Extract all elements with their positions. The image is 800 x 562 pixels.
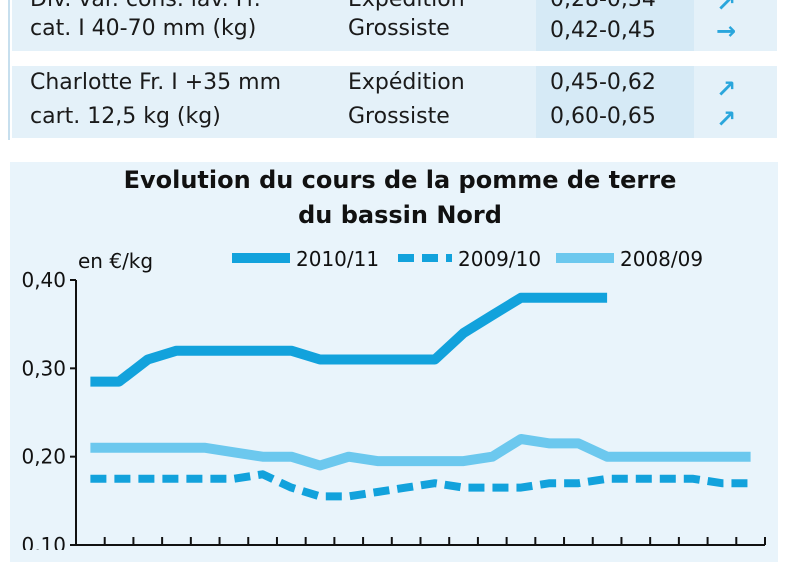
price-range: 0,45-0,62	[550, 70, 656, 95]
y-tick-label: 0,10	[21, 533, 66, 550]
table-side-rule	[8, 0, 10, 140]
plot-area	[90, 292, 751, 501]
y-axis-unit-label: en €/kg	[78, 249, 153, 273]
product-name-line1: Charlotte Fr. I +35 mm	[30, 70, 282, 95]
y-tick-label: 0,30	[21, 356, 66, 380]
trend-stable-icon: →	[716, 17, 737, 45]
legend-label: 2010/11	[296, 247, 379, 271]
series-line-2010-11	[90, 292, 608, 387]
trend-up-icon: ↗	[716, 105, 737, 133]
market-label: Expédition	[348, 70, 465, 95]
trend-up-icon: ↗	[716, 75, 737, 103]
series-line-2009-10	[90, 470, 751, 501]
y-tick-label: 0,20	[21, 445, 66, 469]
chart-legend: 2010/11 2009/10 2008/09	[232, 247, 703, 271]
series-line-2008-09	[90, 434, 751, 471]
legend-label: 2008/09	[620, 247, 703, 271]
price-column-band	[536, 0, 694, 138]
chart-axes: 0,10 0,20 0,30 0,40	[21, 268, 766, 550]
product-name-line2: cart. 12,5 kg (kg)	[30, 104, 221, 129]
market-label: Expédition	[348, 0, 465, 17]
product-name-line1: Div. var. cons. lav. Fr.	[30, 0, 261, 17]
price-range: 0,42-0,45	[550, 18, 656, 43]
market-label: Grossiste	[348, 16, 450, 41]
price-range: 0,60-0,65	[550, 104, 656, 129]
plot-background	[76, 280, 765, 545]
market-label: Grossiste	[348, 104, 450, 129]
legend-label: 2009/10	[458, 247, 541, 271]
trend-up-icon: ↗	[716, 0, 737, 17]
price-table: Div. var. cons. lav. Fr. cat. I 40-70 mm…	[0, 0, 800, 140]
line-chart: en €/kg 2010/11 2009/10 2008/09 0,100,200,…	[21, 247, 766, 550]
chart-title-line2: du bassin Nord	[298, 201, 502, 229]
row-separator	[12, 51, 777, 66]
chart-title-line1: Evolution du cours de la pomme de terre	[123, 166, 677, 194]
price-range: 0,28-0,34	[550, 0, 656, 17]
product-name-line2: cat. I 40-70 mm (kg)	[30, 16, 257, 41]
y-tick-label: 0,40	[21, 268, 66, 292]
